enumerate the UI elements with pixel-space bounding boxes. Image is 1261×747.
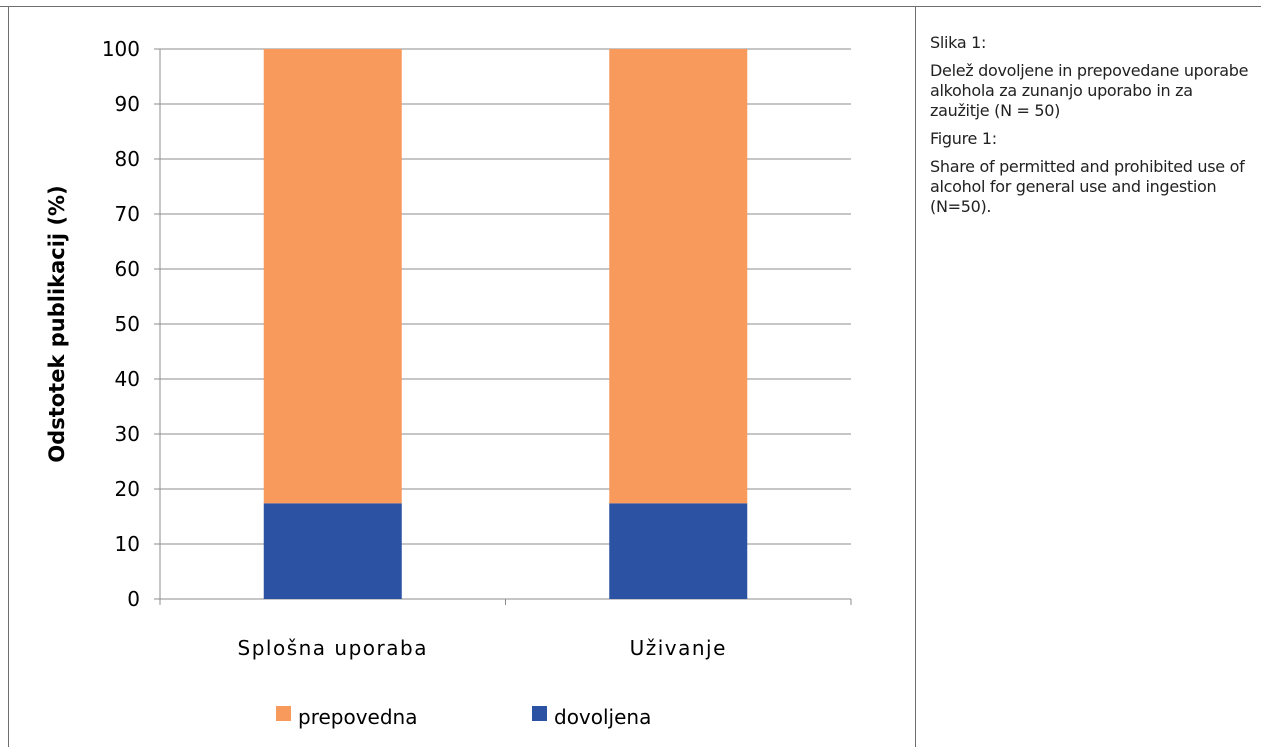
y-axis-title: Odstotek publikacij (%) xyxy=(45,185,69,462)
legend-swatch-dovoljena xyxy=(532,706,547,721)
stacked-bar-chart: 0 10 20 30 40 50 60 70 80 90 100 Splošna uporaba Uži… xyxy=(45,37,852,729)
bar-segment-prepovedna xyxy=(263,49,402,504)
caption-text-en: Share of permitted and prohibited use of… xyxy=(930,157,1245,216)
y-tick-label: 100 xyxy=(102,37,140,61)
frame-top-border xyxy=(0,6,1261,7)
frame-divider xyxy=(915,6,916,747)
y-tick-label: 0 xyxy=(127,587,140,611)
x-category-label: Uživanje xyxy=(630,636,727,660)
bar-segment-prepovedna xyxy=(609,49,748,504)
legend-label-dovoljena: dovoljena xyxy=(554,705,651,729)
y-tick-label: 20 xyxy=(115,477,140,501)
frame-left-border xyxy=(8,6,9,747)
caption-label-en: Figure 1: xyxy=(930,129,997,148)
y-tick-label: 30 xyxy=(115,422,140,446)
legend-label-prepovedna: prepovedna xyxy=(298,705,417,729)
caption-label-sl: Slika 1: xyxy=(930,33,987,52)
y-tick-label: 50 xyxy=(115,312,140,336)
y-tick-label: 70 xyxy=(115,202,140,226)
x-category-label: Splošna uporaba xyxy=(238,636,428,660)
legend-swatch-prepovedna xyxy=(276,706,291,721)
y-tick-label: 40 xyxy=(115,367,140,391)
caption-text-sl: Delež dovoljene in prepovedane uporabe a… xyxy=(930,61,1249,120)
y-tick-label: 10 xyxy=(115,532,140,556)
y-tick-label: 60 xyxy=(115,257,140,281)
y-tick-label: 90 xyxy=(115,92,140,116)
bar-segment-dovoljena xyxy=(609,503,748,599)
bar-segment-dovoljena xyxy=(263,503,402,599)
y-tick-label: 80 xyxy=(115,147,140,171)
figure-caption: Slika 1: Delež dovoljene in prepovedane … xyxy=(930,33,1250,225)
